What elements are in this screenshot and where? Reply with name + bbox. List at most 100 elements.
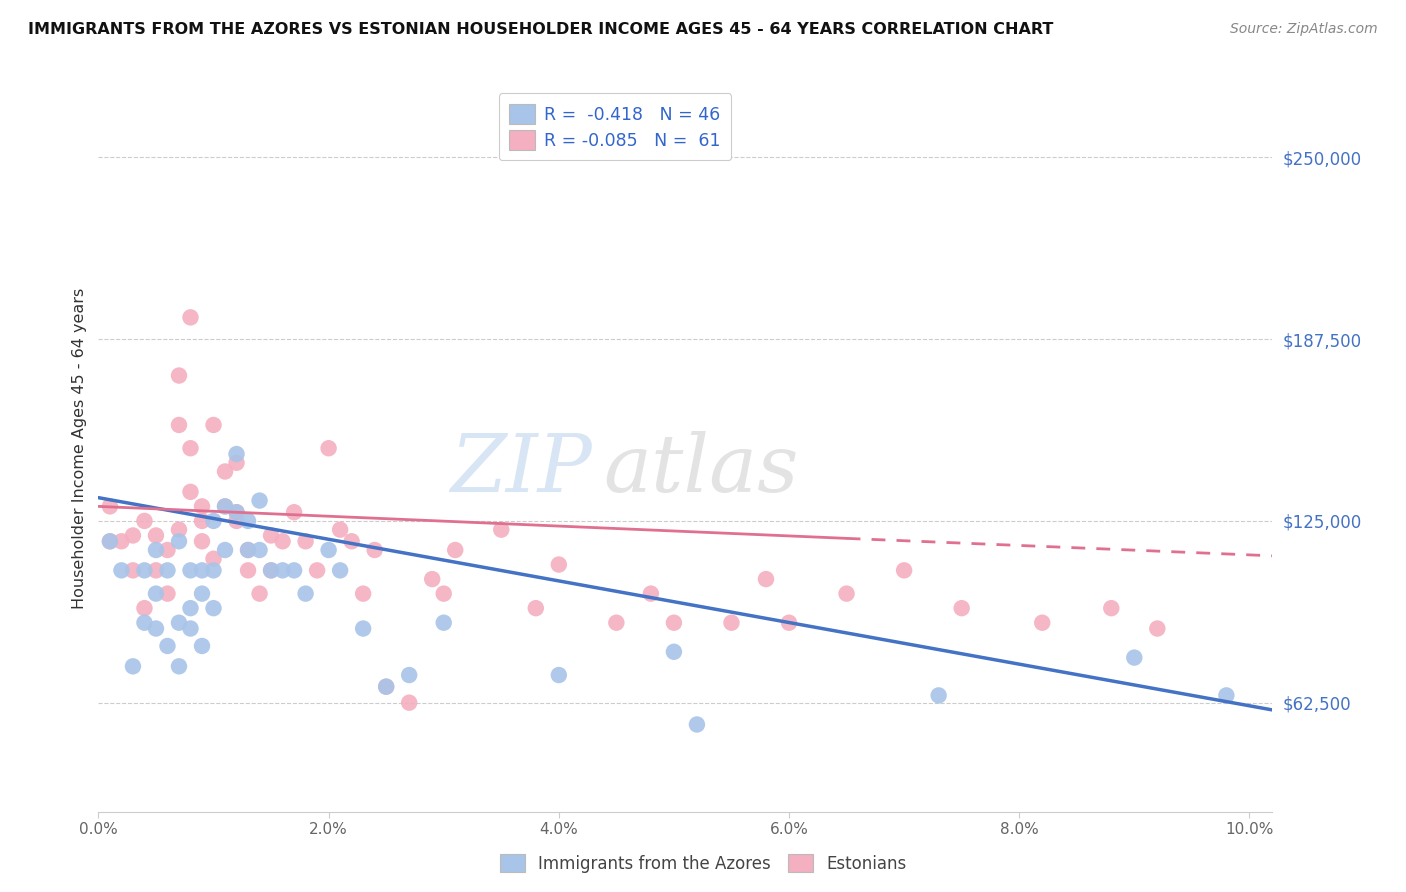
Point [167, 534, 190, 549]
Point [236, 514, 259, 528]
Point [214, 500, 236, 514]
Point [640, 587, 662, 601]
Point [375, 680, 398, 694]
Point [179, 601, 201, 615]
Point [491, 523, 513, 537]
Text: Source: ZipAtlas.com: Source: ZipAtlas.com [1230, 22, 1378, 37]
Legend: Immigrants from the Azores, Estonians: Immigrants from the Azores, Estonians [494, 847, 912, 880]
Point [249, 587, 271, 601]
Point [134, 601, 156, 615]
Point [225, 456, 247, 470]
Point [122, 528, 145, 542]
Point [179, 622, 201, 636]
Point [720, 615, 742, 630]
Point [202, 563, 225, 577]
Point [134, 615, 156, 630]
Text: atlas: atlas [603, 432, 799, 508]
Point [156, 639, 179, 653]
Point [260, 563, 283, 577]
Point [122, 659, 145, 673]
Point [283, 563, 305, 577]
Point [167, 659, 190, 673]
Point [214, 465, 236, 479]
Point [236, 563, 259, 577]
Point [329, 563, 352, 577]
Point [329, 523, 352, 537]
Point [156, 587, 179, 601]
Point [352, 622, 374, 636]
Point [547, 668, 569, 682]
Point [605, 615, 627, 630]
Point [433, 587, 456, 601]
Point [547, 558, 569, 572]
Point [134, 563, 156, 577]
Point [98, 534, 121, 549]
Point [134, 514, 156, 528]
Point [398, 668, 420, 682]
Point [249, 543, 271, 558]
Point [98, 500, 121, 514]
Point [225, 505, 247, 519]
Point [225, 505, 247, 519]
Point [122, 563, 145, 577]
Point [307, 563, 329, 577]
Point [225, 447, 247, 461]
Point [145, 622, 167, 636]
Legend: R =  -0.418   N = 46, R = -0.085   N =  61: R = -0.418 N = 46, R = -0.085 N = 61 [499, 94, 731, 161]
Point [1215, 689, 1237, 703]
Point [167, 615, 190, 630]
Point [398, 696, 420, 710]
Point [191, 563, 214, 577]
Point [191, 514, 214, 528]
Point [1031, 615, 1053, 630]
Text: IMMIGRANTS FROM THE AZORES VS ESTONIAN HOUSEHOLDER INCOME AGES 45 - 64 YEARS COR: IMMIGRANTS FROM THE AZORES VS ESTONIAN H… [28, 22, 1053, 37]
Point [236, 543, 259, 558]
Point [340, 534, 363, 549]
Point [1146, 622, 1168, 636]
Point [202, 417, 225, 432]
Point [686, 717, 709, 731]
Point [236, 543, 259, 558]
Point [318, 442, 340, 455]
Point [249, 493, 271, 508]
Point [1123, 650, 1146, 665]
Point [110, 563, 132, 577]
Point [179, 484, 201, 499]
Text: ZIP: ZIP [450, 432, 592, 508]
Point [928, 689, 950, 703]
Point [225, 514, 247, 528]
Point [363, 543, 385, 558]
Point [433, 615, 456, 630]
Point [179, 310, 201, 325]
Point [260, 528, 283, 542]
Point [156, 543, 179, 558]
Point [950, 601, 973, 615]
Point [294, 587, 316, 601]
Point [835, 587, 858, 601]
Point [778, 615, 800, 630]
Point [167, 523, 190, 537]
Point [283, 505, 305, 519]
Point [167, 368, 190, 383]
Point [98, 534, 121, 549]
Point [893, 563, 915, 577]
Point [214, 543, 236, 558]
Point [755, 572, 778, 586]
Point [214, 500, 236, 514]
Point [156, 563, 179, 577]
Point [352, 587, 374, 601]
Point [1099, 601, 1122, 615]
Point [145, 563, 167, 577]
Point [662, 645, 685, 659]
Point [179, 442, 201, 455]
Point [167, 417, 190, 432]
Point [202, 551, 225, 566]
Point [202, 601, 225, 615]
Point [202, 514, 225, 528]
Point [420, 572, 443, 586]
Y-axis label: Householder Income Ages 45 - 64 years: Householder Income Ages 45 - 64 years [72, 287, 87, 609]
Point [318, 543, 340, 558]
Point [260, 563, 283, 577]
Point [191, 639, 214, 653]
Point [179, 563, 201, 577]
